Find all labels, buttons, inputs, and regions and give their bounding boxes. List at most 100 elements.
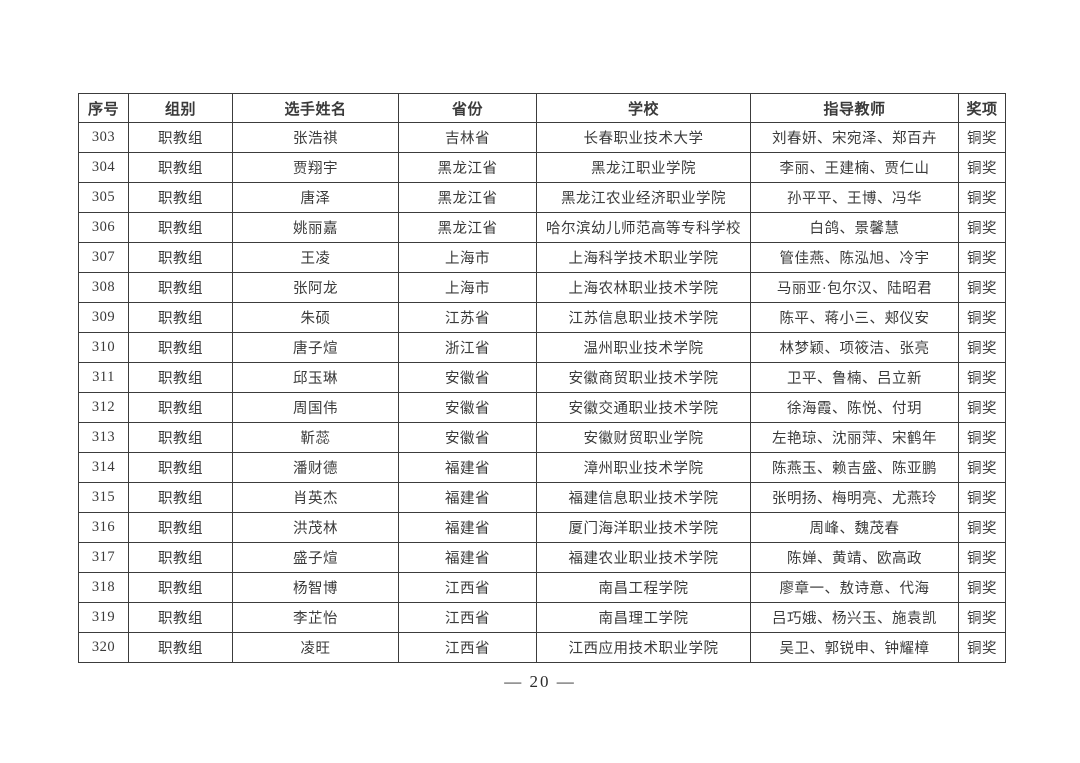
table-cell: 唐子煊 (232, 332, 399, 363)
table-row: 311 职教组 邱玉琳 安徽省 安徽商贸职业技术学院 卫平、鲁楠、吕立新 铜奖 (78, 362, 1006, 393)
table-cell: 308 (78, 272, 129, 303)
table-cell: 铜奖 (958, 272, 1006, 303)
table-cell: 铜奖 (958, 602, 1006, 633)
table-cell: 铜奖 (958, 392, 1006, 423)
table-cell: 周国伟 (232, 392, 399, 423)
table-cell: 304 (78, 152, 129, 183)
table-cell: 刘春妍、宋宛泽、郑百卉 (750, 122, 959, 153)
table-cell: 李丽、王建楠、贾仁山 (750, 152, 959, 183)
table-cell: 凌旺 (232, 632, 399, 663)
table-cell: 铜奖 (958, 632, 1006, 663)
table-row: 317 职教组 盛子煊 福建省 福建农业职业技术学院 陈婵、黄靖、欧高政 铜奖 (78, 542, 1006, 573)
table-cell: 长春职业技术大学 (536, 122, 751, 153)
table-cell: 303 (78, 122, 129, 153)
table-cell: 职教组 (128, 632, 233, 663)
table-cell: 福建信息职业技术学院 (536, 482, 751, 513)
table-cell: 318 (78, 572, 129, 603)
table-cell: 职教组 (128, 182, 233, 213)
table-cell: 张明扬、梅明亮、尤燕玲 (750, 482, 959, 513)
table-cell: 铜奖 (958, 332, 1006, 363)
table-cell: 浙江省 (398, 332, 537, 363)
table-cell: 上海农林职业技术学院 (536, 272, 751, 303)
table-cell: 洪茂林 (232, 512, 399, 543)
table-cell: 陈燕玉、赖吉盛、陈亚鹏 (750, 452, 959, 483)
table-cell: 职教组 (128, 482, 233, 513)
table-cell: 管佳燕、陈泓旭、冷宇 (750, 242, 959, 273)
table-cell: 314 (78, 452, 129, 483)
table-row: 312 职教组 周国伟 安徽省 安徽交通职业技术学院 徐海霞、陈悦、付玥 铜奖 (78, 392, 1006, 423)
table-cell: 职教组 (128, 212, 233, 243)
table-cell: 哈尔滨幼儿师范高等专科学校 (536, 212, 751, 243)
table-cell: 职教组 (128, 152, 233, 183)
table-cell: 铜奖 (958, 122, 1006, 153)
table-cell: 周峰、魏茂春 (750, 512, 959, 543)
table-cell: 职教组 (128, 542, 233, 573)
table-cell: 310 (78, 332, 129, 363)
table-cell: 江西省 (398, 632, 537, 663)
table-body: 303 职教组 张浩祺 吉林省 长春职业技术大学 刘春妍、宋宛泽、郑百卉 铜奖 304 职教组贾… (78, 122, 1006, 663)
table-cell: 江苏信息职业技术学院 (536, 302, 751, 333)
table-cell: 黑龙江职业学院 (536, 152, 751, 183)
table-cell: 南昌理工学院 (536, 602, 751, 633)
table-cell: 铜奖 (958, 182, 1006, 213)
table-cell: 306 (78, 212, 129, 243)
table-cell: 福建省 (398, 452, 537, 483)
table-cell: 铜奖 (958, 302, 1006, 333)
table-cell: 孙平平、王博、冯华 (750, 182, 959, 213)
table-row: 319 职教组 李芷怡 江西省 南昌理工学院 吕巧娥、杨兴玉、施袁凯 铜奖 (78, 602, 1006, 633)
table-header: 序号 组别 选手姓名 省份 学校 指导教师 奖项 (78, 93, 1006, 123)
table-cell: 肖英杰 (232, 482, 399, 513)
table-row: 304 职教组 贾翔宇 黑龙江省 黑龙江职业学院 李丽、王建楠、贾仁山 铜奖 (78, 152, 1006, 183)
table-row: 310 职教组 唐子煊 浙江省 温州职业技术学院 林梦颖、项筱洁、张亮 铜奖 (78, 332, 1006, 363)
table-cell: 铜奖 (958, 152, 1006, 183)
table-cell: 上海市 (398, 272, 537, 303)
table-cell: 320 (78, 632, 129, 663)
table-cell: 林梦颖、项筱洁、张亮 (750, 332, 959, 363)
table-cell: 江苏省 (398, 302, 537, 333)
table-cell: 江西应用技术职业学院 (536, 632, 751, 663)
table-row: 309 职教组 朱硕 江苏省 江苏信息职业技术学院 陈平、蒋小三、郏仪安 铜奖 (78, 302, 1006, 333)
table-cell: 安徽交通职业技术学院 (536, 392, 751, 423)
table-cell: 安徽省 (398, 392, 537, 423)
table-cell: 福建省 (398, 512, 537, 543)
table-cell: 铜奖 (958, 482, 1006, 513)
table-cell: 铜奖 (958, 572, 1006, 603)
table-cell: 铜奖 (958, 242, 1006, 273)
table-cell: 黑龙江农业经济职业学院 (536, 182, 751, 213)
column-header: 选手姓名 (232, 93, 399, 123)
table-cell: 李芷怡 (232, 602, 399, 633)
table-cell: 南昌工程学院 (536, 572, 751, 603)
table-row: 306 职教组 姚丽嘉 黑龙江省 哈尔滨幼儿师范高等专科学校 白鸽、景馨慧 铜奖 (78, 212, 1006, 243)
table-cell: 职教组 (128, 332, 233, 363)
table-row: 318 职教组 杨智博 江西省 南昌工程学院 廖章一、敖诗意、代海 铜奖 (78, 572, 1006, 603)
table-cell: 职教组 (128, 242, 233, 273)
page-number: — 20 — (504, 672, 576, 691)
table-row: 314 职教组 潘财德 福建省 漳州职业技术学院 陈燕玉、赖吉盛、陈亚鹏 铜奖 (78, 452, 1006, 483)
table-cell: 铜奖 (958, 542, 1006, 573)
table-cell: 吉林省 (398, 122, 537, 153)
table-cell: 铜奖 (958, 422, 1006, 453)
table-cell: 311 (78, 362, 129, 393)
table-cell: 安徽省 (398, 422, 537, 453)
table-cell: 职教组 (128, 422, 233, 453)
table-row: 315 职教组 肖英杰 福建省 福建信息职业技术学院 张明扬、梅明亮、尤燕玲 铜奖 (78, 482, 1006, 513)
table-cell: 职教组 (128, 272, 233, 303)
table-cell: 安徽财贸职业学院 (536, 422, 751, 453)
table-cell: 陈婵、黄靖、欧高政 (750, 542, 959, 573)
table-cell: 上海市 (398, 242, 537, 273)
column-header: 组别 (128, 93, 233, 123)
table-cell: 313 (78, 422, 129, 453)
table-cell: 王凌 (232, 242, 399, 273)
table-row: 305 职教组 唐泽 黑龙江省 黑龙江农业经济职业学院 孙平平、王博、冯华 铜奖 (78, 182, 1006, 213)
table-cell: 315 (78, 482, 129, 513)
table-cell: 朱硕 (232, 302, 399, 333)
column-header: 省份 (398, 93, 537, 123)
table-cell: 309 (78, 302, 129, 333)
table-cell: 铜奖 (958, 212, 1006, 243)
table-row: 316 职教组 洪茂林 福建省 厦门海洋职业技术学院 周峰、魏茂春 铜奖 (78, 512, 1006, 543)
table-cell: 职教组 (128, 362, 233, 393)
table-cell: 铜奖 (958, 362, 1006, 393)
table-cell: 贾翔宇 (232, 152, 399, 183)
table-cell: 312 (78, 392, 129, 423)
column-header: 指导教师 (750, 93, 959, 123)
